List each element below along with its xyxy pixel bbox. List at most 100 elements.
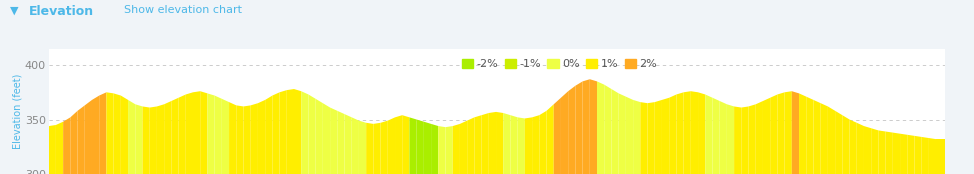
Text: Show elevation chart: Show elevation chart	[117, 5, 242, 15]
Polygon shape	[792, 91, 799, 174]
Polygon shape	[229, 102, 237, 174]
Polygon shape	[330, 108, 337, 174]
Polygon shape	[496, 112, 504, 174]
Polygon shape	[835, 111, 843, 174]
Polygon shape	[921, 137, 929, 174]
Polygon shape	[99, 92, 106, 174]
Polygon shape	[828, 106, 835, 174]
Polygon shape	[70, 111, 78, 174]
Polygon shape	[915, 136, 921, 174]
Polygon shape	[92, 96, 99, 174]
Polygon shape	[265, 96, 273, 174]
Polygon shape	[460, 121, 468, 174]
Polygon shape	[864, 126, 871, 174]
Polygon shape	[849, 120, 857, 174]
Polygon shape	[481, 113, 489, 174]
Polygon shape	[517, 117, 525, 174]
Polygon shape	[286, 89, 294, 174]
Polygon shape	[763, 98, 770, 174]
Polygon shape	[395, 115, 402, 174]
Polygon shape	[590, 79, 597, 174]
Polygon shape	[504, 113, 510, 174]
Polygon shape	[63, 117, 70, 174]
Polygon shape	[669, 94, 676, 174]
Polygon shape	[186, 92, 193, 174]
Polygon shape	[893, 133, 900, 174]
Polygon shape	[237, 105, 244, 174]
Polygon shape	[157, 104, 165, 174]
Y-axis label: Elevation (feet): Elevation (feet)	[12, 74, 22, 149]
Polygon shape	[734, 106, 741, 174]
Polygon shape	[366, 123, 373, 174]
Polygon shape	[741, 106, 749, 174]
Polygon shape	[178, 94, 186, 174]
Polygon shape	[756, 101, 763, 174]
Polygon shape	[540, 111, 546, 174]
Polygon shape	[322, 103, 330, 174]
Polygon shape	[165, 101, 171, 174]
Polygon shape	[698, 92, 705, 174]
Polygon shape	[402, 115, 409, 174]
Polygon shape	[712, 98, 720, 174]
Polygon shape	[879, 130, 885, 174]
Polygon shape	[316, 99, 322, 174]
Polygon shape	[655, 100, 662, 174]
Polygon shape	[691, 91, 698, 174]
Polygon shape	[352, 117, 359, 174]
Polygon shape	[561, 91, 568, 174]
Polygon shape	[114, 93, 121, 174]
Polygon shape	[633, 100, 640, 174]
Polygon shape	[676, 92, 684, 174]
Polygon shape	[150, 106, 157, 174]
Polygon shape	[604, 85, 612, 174]
Polygon shape	[445, 126, 453, 174]
Polygon shape	[373, 123, 381, 174]
Polygon shape	[345, 114, 352, 174]
Polygon shape	[214, 96, 222, 174]
Text: Elevation: Elevation	[29, 5, 94, 18]
Polygon shape	[525, 117, 532, 174]
Polygon shape	[222, 99, 229, 174]
Polygon shape	[929, 138, 936, 174]
Polygon shape	[359, 121, 366, 174]
Polygon shape	[576, 81, 582, 174]
Polygon shape	[273, 92, 280, 174]
Polygon shape	[510, 115, 517, 174]
Polygon shape	[554, 98, 561, 174]
Polygon shape	[749, 104, 756, 174]
Polygon shape	[301, 91, 309, 174]
Polygon shape	[474, 115, 481, 174]
Polygon shape	[121, 96, 128, 174]
Polygon shape	[727, 104, 734, 174]
Polygon shape	[56, 122, 63, 174]
Polygon shape	[662, 98, 669, 174]
Polygon shape	[381, 121, 388, 174]
Legend: -2%, -1%, 0%, 1%, 2%: -2%, -1%, 0%, 1%, 2%	[458, 54, 661, 74]
Polygon shape	[648, 102, 655, 174]
Polygon shape	[785, 91, 792, 174]
Polygon shape	[626, 97, 633, 174]
Polygon shape	[843, 115, 849, 174]
Polygon shape	[337, 111, 345, 174]
Polygon shape	[568, 86, 576, 174]
Polygon shape	[250, 103, 258, 174]
Polygon shape	[171, 98, 178, 174]
Polygon shape	[777, 92, 785, 174]
Polygon shape	[885, 132, 893, 174]
Polygon shape	[684, 91, 691, 174]
Text: ▼: ▼	[10, 5, 19, 15]
Polygon shape	[799, 93, 806, 174]
Polygon shape	[409, 117, 417, 174]
Polygon shape	[438, 126, 445, 174]
Polygon shape	[813, 100, 821, 174]
Polygon shape	[640, 102, 648, 174]
Polygon shape	[280, 90, 286, 174]
Polygon shape	[309, 94, 316, 174]
Polygon shape	[201, 91, 207, 174]
Polygon shape	[532, 115, 540, 174]
Polygon shape	[720, 101, 727, 174]
Polygon shape	[142, 106, 150, 174]
Polygon shape	[871, 128, 879, 174]
Polygon shape	[106, 92, 114, 174]
Polygon shape	[424, 122, 431, 174]
